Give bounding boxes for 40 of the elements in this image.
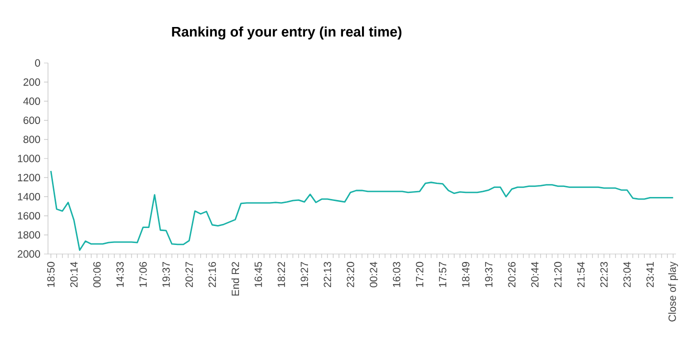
x-tick-label: End R2	[231, 262, 240, 296]
x-tick-label: 17:20	[416, 262, 424, 287]
y-tick-label: 1200	[18, 174, 40, 182]
y-tick-label: 800	[23, 136, 40, 144]
x-tick-label: 21:54	[577, 262, 585, 288]
y-tick-label: 600	[24, 116, 40, 124]
y-tick-label: 2000	[18, 250, 40, 258]
x-tick-label: Close of play	[668, 262, 678, 322]
x-tick-label: 21:20	[554, 262, 562, 288]
x-tick-label: 18:49	[462, 262, 470, 287]
x-tick-label: 23:41	[646, 262, 654, 288]
x-tick-label: 22:13	[324, 262, 332, 288]
x-tick-label: 23:04	[623, 262, 631, 288]
x-tick-label: 17:57	[439, 262, 446, 287]
x-tick-label: 16:45	[254, 262, 262, 287]
x-tick-label: 20:27	[185, 262, 193, 288]
x-tick-label: 16:03	[392, 262, 400, 287]
x-tick-label: 19:37	[162, 262, 170, 287]
x-tick-label: 00:06	[93, 262, 101, 288]
x-tick-label: 22:16	[208, 262, 216, 288]
y-tick-label: 1000	[18, 154, 40, 162]
x-tick-label: 14:33	[116, 262, 124, 287]
y-tick-label: 400	[23, 98, 40, 105]
x-tick-label: 20:14	[70, 262, 78, 288]
x-tick-label: 23:20	[346, 262, 354, 288]
x-tick-label: 18:50	[47, 262, 55, 287]
x-tick-label: 17:06	[139, 262, 147, 287]
chart-title: Ranking of your entry (in real time)	[172, 26, 402, 40]
x-tick-label: 20:44	[531, 262, 539, 288]
x-tick-label: 19:37	[485, 262, 492, 287]
y-tick-label: 0	[35, 59, 40, 67]
x-tick-label: 18:22	[278, 262, 286, 287]
x-tick-label: 20:26	[508, 262, 516, 288]
y-tick-label: 1600	[18, 212, 40, 220]
y-tick-label: 200	[24, 78, 40, 86]
x-tick-label: 00:24	[370, 262, 378, 288]
x-tick-label: 19:27	[300, 262, 308, 287]
x-tick-label: 22:23	[600, 262, 608, 288]
y-tick-label: 1800	[18, 231, 40, 239]
y-tick-label: 1400	[18, 193, 40, 200]
